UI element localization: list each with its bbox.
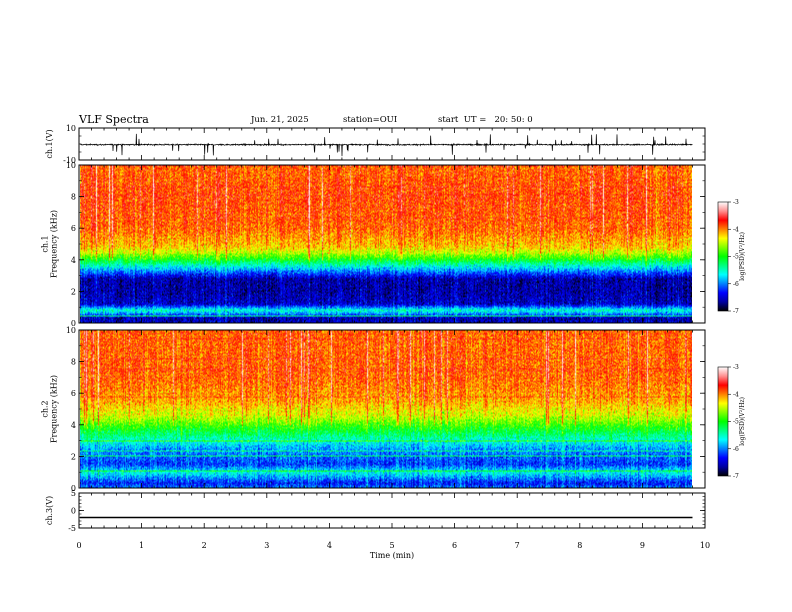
x-tick-label: 9 — [640, 541, 645, 550]
y-axis-label-line: ch.3(V) — [45, 496, 54, 525]
figure-title: VLF Spectra — [78, 113, 149, 126]
ch2-spectrogram-panel: 0 2 4 6 8 10 ch.2Frequency (kHz) — [41, 326, 706, 493]
y-tick-label: 4 — [71, 256, 76, 265]
y-axis-label-line: Frequency (kHz) — [50, 375, 59, 443]
y-tick-label: -10 — [63, 156, 76, 165]
y-tick-label: 10 — [66, 124, 76, 133]
colorbar-tick-label: -7 — [733, 308, 739, 315]
colorbar-tick-label: -3 — [733, 199, 739, 206]
ch1-spectrogram-panel: 0 2 4 6 8 10 ch.1Frequency (kHz) — [41, 161, 706, 328]
y-tick-label: 6 — [71, 224, 76, 233]
time-axis: 0 1 2 3 4 5 6 7 8 9 10 Time (min) — [76, 541, 710, 560]
x-tick-label: 8 — [577, 541, 582, 550]
y-tick-label: 2 — [71, 287, 76, 296]
y-tick-label: 5 — [71, 489, 76, 498]
panel-frame — [78, 492, 706, 529]
colorbar-tick-label: -6 — [733, 446, 739, 453]
y-axis-label-line: ch.1 — [41, 235, 50, 252]
y-tick-label: 10 — [66, 161, 76, 170]
ch1-trace — [79, 133, 693, 157]
station-label: station=OUI — [343, 115, 397, 125]
y-tick-label: 0 — [71, 484, 76, 493]
y-axis-label-line: ch.2 — [41, 400, 50, 417]
y-tick-label: 8 — [71, 193, 76, 202]
ch1-colorbar: -3 -4 -5 -6 -7 log(PSD)(V²/Hz) — [717, 199, 746, 315]
x-tick-label: 10 — [700, 541, 710, 550]
y-tick-label: 0 — [71, 319, 76, 328]
colorbar-tick-label: -5 — [733, 254, 739, 261]
x-tick-label: 3 — [264, 541, 269, 550]
colorbar-tick-label: -6 — [733, 281, 739, 288]
x-tick-label: 2 — [202, 541, 207, 550]
y-axis-label: ch.1Frequency (kHz) — [41, 210, 59, 278]
ch1-waveform-panel: 10 -10 ch.1(V) — [45, 124, 706, 165]
y-tick-label: -5 — [68, 524, 76, 533]
y-tick-label: 0 — [71, 507, 76, 516]
x-tick-label: 4 — [327, 541, 332, 550]
y-tick-label: 2 — [71, 452, 76, 461]
colorbar-tick-label: -4 — [733, 226, 739, 233]
y-tick-label: 4 — [71, 421, 76, 430]
y-tick-label: 10 — [66, 326, 76, 335]
colorbar-label: log(PSD)(V²/Hz) — [739, 232, 746, 281]
colorbar-tick-label: -3 — [733, 364, 739, 371]
y-axis-label: ch.1(V) — [45, 129, 54, 158]
y-axis-label: ch.2Frequency (kHz) — [41, 375, 59, 443]
y-tick-label: 8 — [71, 358, 76, 367]
y-axis-label-line: Frequency (kHz) — [50, 210, 59, 278]
date-label: Jun. 21, 2025 — [250, 115, 309, 125]
start-time-label: start UT = 20: 50: 0 — [438, 115, 533, 125]
x-tick-label: 5 — [389, 541, 394, 550]
y-tick-label: 6 — [71, 389, 76, 398]
colorbar-tick-label: -7 — [733, 473, 739, 480]
colorbar-tick-label: -5 — [733, 419, 739, 426]
colorbar-bar — [717, 366, 729, 477]
x-tick-label: 1 — [139, 541, 144, 550]
x-tick-label: 0 — [76, 541, 81, 550]
spectrogram-image — [80, 165, 692, 323]
y-axis-label-line: ch.1(V) — [45, 129, 54, 158]
y-axis-label: ch.3(V) — [45, 496, 54, 525]
colorbar-tick-label: -4 — [733, 391, 739, 398]
x-tick-label: 7 — [515, 541, 520, 550]
ch2-colorbar: -3 -4 -5 -6 -7 log(PSD)(V²/Hz) — [717, 364, 746, 480]
x-tick-label: 6 — [452, 541, 457, 550]
colorbar-label: log(PSD)(V²/Hz) — [739, 397, 746, 446]
spectrogram-image — [80, 330, 692, 488]
x-axis-label: Time (min) — [370, 551, 414, 560]
colorbar-bar — [717, 201, 729, 312]
ch3-waveform-panel: 5 0 -5 ch.3(V) — [45, 489, 706, 533]
